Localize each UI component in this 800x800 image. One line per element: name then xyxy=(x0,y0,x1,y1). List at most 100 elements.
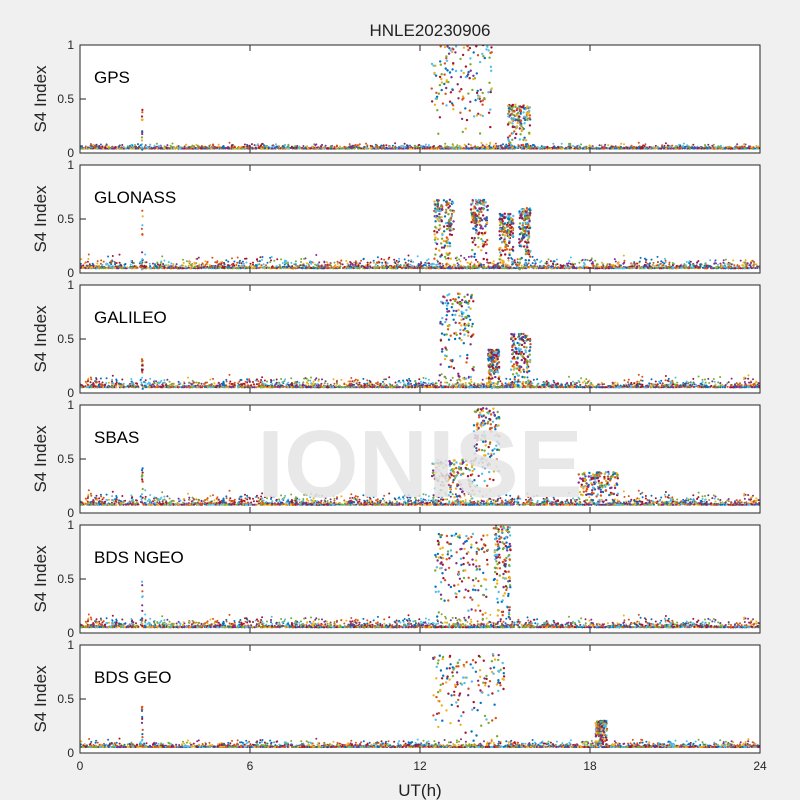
data-point xyxy=(269,261,272,263)
data-point xyxy=(689,260,692,263)
data-point xyxy=(340,147,343,150)
data-point xyxy=(261,142,264,145)
data-point xyxy=(728,145,730,148)
data-point xyxy=(738,265,741,268)
data-point xyxy=(296,145,299,147)
data-point xyxy=(451,267,454,270)
data-point xyxy=(217,143,220,146)
data-point xyxy=(619,267,622,270)
data-point xyxy=(441,262,444,265)
data-point xyxy=(516,261,519,264)
data-point xyxy=(451,47,454,50)
data-point xyxy=(637,141,640,144)
data-point xyxy=(406,144,409,147)
data-point xyxy=(719,262,722,265)
data-point xyxy=(448,71,452,74)
data-point xyxy=(435,95,439,99)
data-point xyxy=(682,142,685,145)
data-point xyxy=(256,260,259,263)
data-point xyxy=(407,259,410,262)
data-point xyxy=(514,103,517,106)
data-point xyxy=(583,259,586,262)
data-point xyxy=(507,138,510,141)
data-point xyxy=(374,263,377,266)
data-point xyxy=(525,266,528,269)
data-point xyxy=(280,147,283,150)
data-point xyxy=(623,143,625,146)
data-point xyxy=(589,259,591,262)
data-point xyxy=(461,53,465,57)
data-point xyxy=(260,264,263,267)
data-point xyxy=(479,88,482,92)
data-point xyxy=(191,263,194,266)
data-point xyxy=(462,265,465,268)
data-point xyxy=(444,92,447,96)
data-point xyxy=(515,146,518,149)
data-point xyxy=(430,62,434,66)
data-point xyxy=(424,143,427,146)
data-point xyxy=(209,144,212,146)
data-point xyxy=(524,143,528,146)
data-point xyxy=(472,51,475,54)
data-point xyxy=(666,144,669,147)
data-point xyxy=(104,267,107,270)
data-point xyxy=(722,261,725,264)
data-point xyxy=(569,265,572,268)
data-point xyxy=(349,261,352,264)
data-point xyxy=(471,147,474,150)
data-point xyxy=(554,263,557,266)
data-point xyxy=(447,263,450,266)
data-point xyxy=(479,113,482,117)
data-point xyxy=(696,266,699,269)
data-point xyxy=(381,261,384,264)
data-point xyxy=(664,142,667,145)
data-point xyxy=(235,264,238,266)
data-point xyxy=(253,147,256,150)
data-point xyxy=(703,264,706,267)
data-point xyxy=(461,130,464,134)
data-point xyxy=(519,112,522,115)
data-point xyxy=(173,147,176,150)
data-point xyxy=(430,263,433,266)
data-point xyxy=(515,132,518,136)
data-point xyxy=(377,147,380,150)
data-point xyxy=(524,139,528,142)
data-point xyxy=(432,147,435,150)
data-point xyxy=(287,263,290,266)
data-point xyxy=(523,122,526,125)
data-point xyxy=(455,146,458,149)
data-point xyxy=(153,144,156,147)
data-point xyxy=(298,147,301,150)
data-point xyxy=(559,264,562,267)
data-point xyxy=(339,145,341,148)
data-point xyxy=(252,263,254,266)
data-point xyxy=(163,147,166,150)
data-point xyxy=(445,104,448,107)
data-point xyxy=(692,143,695,146)
data-point xyxy=(300,260,302,263)
data-point xyxy=(417,145,419,148)
data-point xyxy=(243,143,246,146)
data-point xyxy=(515,125,519,128)
data-point xyxy=(83,147,86,150)
data-point xyxy=(333,145,336,148)
data-point xyxy=(469,69,472,72)
data-point xyxy=(408,145,411,148)
data-point xyxy=(520,264,523,267)
data-point xyxy=(441,147,444,150)
data-point xyxy=(380,258,383,260)
data-point xyxy=(683,263,686,266)
data-point xyxy=(633,261,636,264)
data-point xyxy=(284,143,287,146)
data-point xyxy=(532,147,535,150)
data-point xyxy=(403,142,406,145)
data-point xyxy=(686,144,689,147)
data-point xyxy=(630,144,633,147)
data-point xyxy=(416,147,419,150)
data-point xyxy=(233,260,236,263)
data-point xyxy=(348,143,351,146)
data-point xyxy=(448,146,451,149)
data-point xyxy=(163,259,166,262)
data-point xyxy=(602,263,605,266)
data-point xyxy=(712,147,715,150)
